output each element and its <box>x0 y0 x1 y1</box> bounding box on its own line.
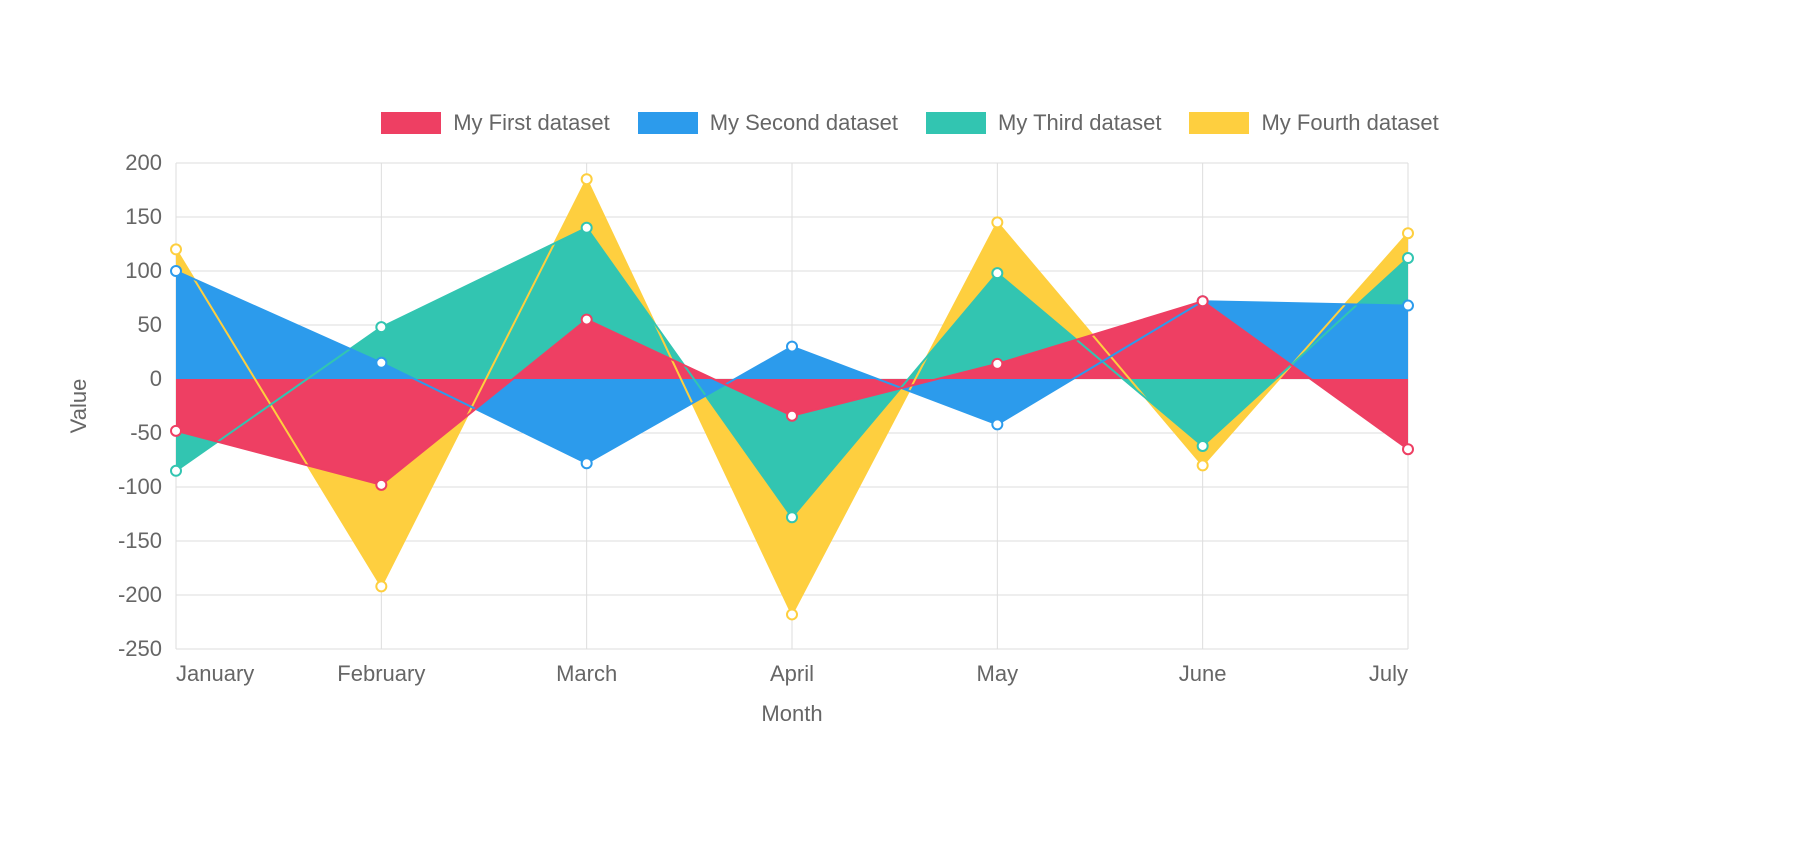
data-point <box>171 244 181 254</box>
y-tick-label: 100 <box>125 258 162 283</box>
legend-swatch <box>926 112 986 134</box>
x-tick-label: April <box>770 661 814 686</box>
y-tick-label: -150 <box>118 528 162 553</box>
legend-label: My Third dataset <box>998 110 1161 136</box>
data-point <box>992 268 1002 278</box>
y-axis-title: Value <box>66 379 91 434</box>
y-tick-label: -200 <box>118 582 162 607</box>
data-point <box>582 315 592 325</box>
data-point <box>376 480 386 490</box>
legend-label: My Fourth dataset <box>1261 110 1438 136</box>
y-tick-label: 0 <box>150 366 162 391</box>
data-point <box>992 217 1002 227</box>
legend-label: My First dataset <box>453 110 609 136</box>
data-point <box>992 359 1002 369</box>
data-point <box>1198 460 1208 470</box>
x-axis-title: Month <box>761 701 822 726</box>
data-point <box>787 411 797 421</box>
legend-item[interactable]: My Third dataset <box>926 110 1161 136</box>
x-tick-label: May <box>977 661 1019 686</box>
x-tick-label: July <box>1369 661 1408 686</box>
data-point <box>1403 301 1413 311</box>
data-point <box>171 466 181 476</box>
legend-label: My Second dataset <box>710 110 898 136</box>
data-point <box>171 266 181 276</box>
y-tick-label: 150 <box>125 204 162 229</box>
legend-item[interactable]: My First dataset <box>381 110 609 136</box>
x-tick-label: January <box>176 661 254 686</box>
data-point <box>376 581 386 591</box>
data-point <box>171 426 181 436</box>
data-point <box>992 419 1002 429</box>
data-point <box>582 458 592 468</box>
data-point <box>1198 441 1208 451</box>
data-point <box>1198 296 1208 306</box>
legend-swatch <box>638 112 698 134</box>
x-tick-label: February <box>337 661 425 686</box>
data-point <box>582 223 592 233</box>
data-point <box>787 609 797 619</box>
legend: My First dataset My Second dataset My Thir… <box>0 0 1820 136</box>
data-point <box>376 358 386 368</box>
data-point <box>787 342 797 352</box>
legend-swatch <box>1189 112 1249 134</box>
data-point <box>582 174 592 184</box>
y-tick-label: 50 <box>138 312 162 337</box>
y-tick-label: -250 <box>118 636 162 661</box>
data-point <box>1403 228 1413 238</box>
data-point <box>1403 444 1413 454</box>
legend-item[interactable]: My Second dataset <box>638 110 898 136</box>
x-tick-label: March <box>556 661 617 686</box>
area-chart: My First dataset My Second dataset My Thir… <box>0 0 1820 866</box>
data-point <box>376 322 386 332</box>
legend-swatch <box>381 112 441 134</box>
legend-item[interactable]: My Fourth dataset <box>1189 110 1438 136</box>
data-point <box>787 512 797 522</box>
x-tick-label: June <box>1179 661 1227 686</box>
y-tick-label: 200 <box>125 150 162 175</box>
data-point <box>1403 253 1413 263</box>
y-tick-label: -50 <box>130 420 162 445</box>
y-tick-label: -100 <box>118 474 162 499</box>
